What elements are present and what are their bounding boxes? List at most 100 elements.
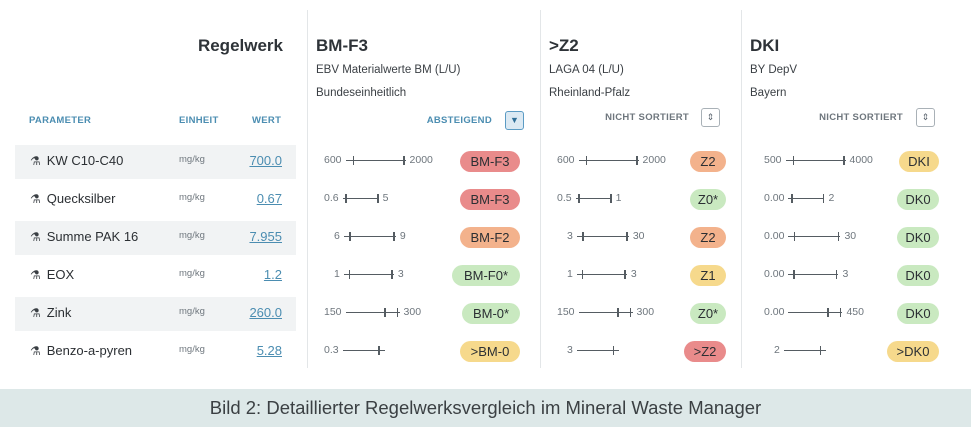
range-indicator: 600 2000 bbox=[557, 154, 666, 166]
column-divider bbox=[741, 10, 742, 368]
range-tick bbox=[827, 308, 829, 317]
range-min: 600 bbox=[324, 154, 342, 166]
flask-icon: ⚗ bbox=[30, 153, 41, 168]
range-max: 1 bbox=[615, 192, 622, 204]
value-link[interactable]: 1.2 bbox=[263, 267, 282, 282]
range-tick bbox=[396, 308, 399, 317]
sort-button-2[interactable]: ⇕ bbox=[701, 108, 720, 127]
column-region-1: Bundeseinheitlich bbox=[316, 87, 407, 99]
range-min: 1 bbox=[567, 268, 573, 280]
value-link[interactable]: 260.0 bbox=[249, 305, 282, 320]
flask-icon: ⚗ bbox=[30, 267, 41, 282]
range-indicator: 3 30 bbox=[567, 230, 645, 242]
value-link[interactable]: 0.67 bbox=[256, 191, 282, 206]
parameter-label: Benzo-a-pyren bbox=[46, 343, 133, 358]
column-title-3: DKI bbox=[750, 36, 780, 55]
range-min: 0.00 bbox=[764, 230, 785, 242]
column-region-3: Bayern bbox=[750, 87, 787, 99]
range-tick bbox=[626, 232, 628, 241]
figure-caption: Bild 2: Detaillierter Regelwerksvergleic… bbox=[0, 389, 971, 427]
range-indicator: 0.00 2 bbox=[764, 192, 834, 204]
range-max: 4000 bbox=[849, 154, 873, 166]
range-min: 150 bbox=[557, 306, 575, 318]
range-min: 1 bbox=[334, 268, 340, 280]
range-tick bbox=[393, 232, 395, 241]
range-tick bbox=[403, 156, 405, 165]
range-indicator: 0.00 3 bbox=[764, 268, 848, 280]
value-link[interactable]: 700.0 bbox=[249, 153, 282, 168]
classification-badge: Z0* bbox=[690, 303, 726, 324]
unit-label: mg/kg bbox=[179, 268, 205, 279]
table-row bbox=[15, 145, 296, 179]
range-tick bbox=[349, 232, 351, 241]
table-row bbox=[15, 183, 296, 217]
range-bar bbox=[783, 345, 826, 355]
range-min: 0.00 bbox=[764, 192, 785, 204]
parameter-name: ⚗ KW C10-C40 bbox=[30, 153, 123, 168]
classification-badge: Z0* bbox=[690, 189, 726, 210]
range-tick bbox=[345, 194, 347, 203]
table-row bbox=[15, 335, 296, 369]
parameter-label: KW C10-C40 bbox=[46, 153, 124, 168]
header-parameter: PARAMETER bbox=[29, 115, 92, 126]
classification-badge: BM-F3 bbox=[460, 189, 520, 210]
classification-badge: DK0 bbox=[897, 303, 939, 324]
range-bar bbox=[345, 155, 406, 165]
range-min: 150 bbox=[324, 306, 342, 318]
range-max: 30 bbox=[844, 230, 857, 242]
sort-button-1[interactable]: ▼ bbox=[505, 111, 524, 130]
range-tick bbox=[384, 308, 386, 317]
range-tick bbox=[610, 194, 612, 203]
range-indicator: 150 300 bbox=[324, 306, 421, 318]
column-subtitle-1: EBV Materialwerte BM (L/U) bbox=[316, 64, 461, 76]
value-link[interactable]: 7.955 bbox=[249, 229, 282, 244]
unit-label: mg/kg bbox=[179, 154, 205, 165]
classification-badge: >DK0 bbox=[887, 341, 939, 362]
range-tick bbox=[792, 156, 795, 165]
table-row bbox=[15, 297, 296, 331]
range-bar bbox=[576, 231, 629, 241]
range-tick bbox=[793, 232, 796, 241]
range-tick bbox=[636, 156, 638, 165]
range-min: 3 bbox=[567, 230, 573, 242]
column-divider bbox=[540, 10, 541, 368]
range-bar bbox=[788, 193, 825, 203]
range-indicator: 0.3 bbox=[324, 344, 389, 356]
range-bar bbox=[578, 155, 639, 165]
range-bar bbox=[342, 345, 385, 355]
column-region-2: Rheinland-Pfalz bbox=[549, 87, 631, 99]
unit-label: mg/kg bbox=[179, 344, 205, 355]
range-tick bbox=[629, 308, 632, 317]
range-tick bbox=[617, 308, 619, 317]
range-min: 2 bbox=[774, 344, 780, 356]
range-max: 5 bbox=[382, 192, 389, 204]
range-tick bbox=[352, 156, 355, 165]
sort-button-3[interactable]: ⇕ bbox=[916, 108, 935, 127]
classification-badge: Z1 bbox=[690, 265, 726, 286]
range-min: 0.00 bbox=[764, 306, 785, 318]
classification-badge: >Z2 bbox=[684, 341, 726, 362]
column-divider bbox=[307, 10, 308, 368]
flask-icon: ⚗ bbox=[30, 343, 41, 358]
range-tick bbox=[822, 194, 825, 203]
range-max: 3 bbox=[842, 268, 849, 280]
range-bar bbox=[576, 345, 619, 355]
header-einheit: EINHEIT bbox=[179, 115, 219, 126]
value-link[interactable]: 5.28 bbox=[256, 343, 282, 358]
flask-icon: ⚗ bbox=[30, 305, 41, 320]
classification-badge: DK0 bbox=[897, 227, 939, 248]
range-min: 0.6 bbox=[324, 192, 339, 204]
classification-badge: DKI bbox=[899, 151, 939, 172]
range-bar bbox=[343, 231, 396, 241]
range-max: 9 bbox=[399, 230, 406, 242]
classification-badge: DK0 bbox=[897, 189, 939, 210]
range-indicator: 0.6 5 bbox=[324, 192, 388, 204]
sort-label-3: NICHT SORTIERT bbox=[819, 112, 903, 123]
range-bar bbox=[345, 307, 400, 317]
header-wert: WERT bbox=[252, 115, 282, 126]
range-indicator: 3 bbox=[567, 344, 623, 356]
range-tick bbox=[612, 346, 615, 355]
range-tick bbox=[837, 232, 840, 241]
